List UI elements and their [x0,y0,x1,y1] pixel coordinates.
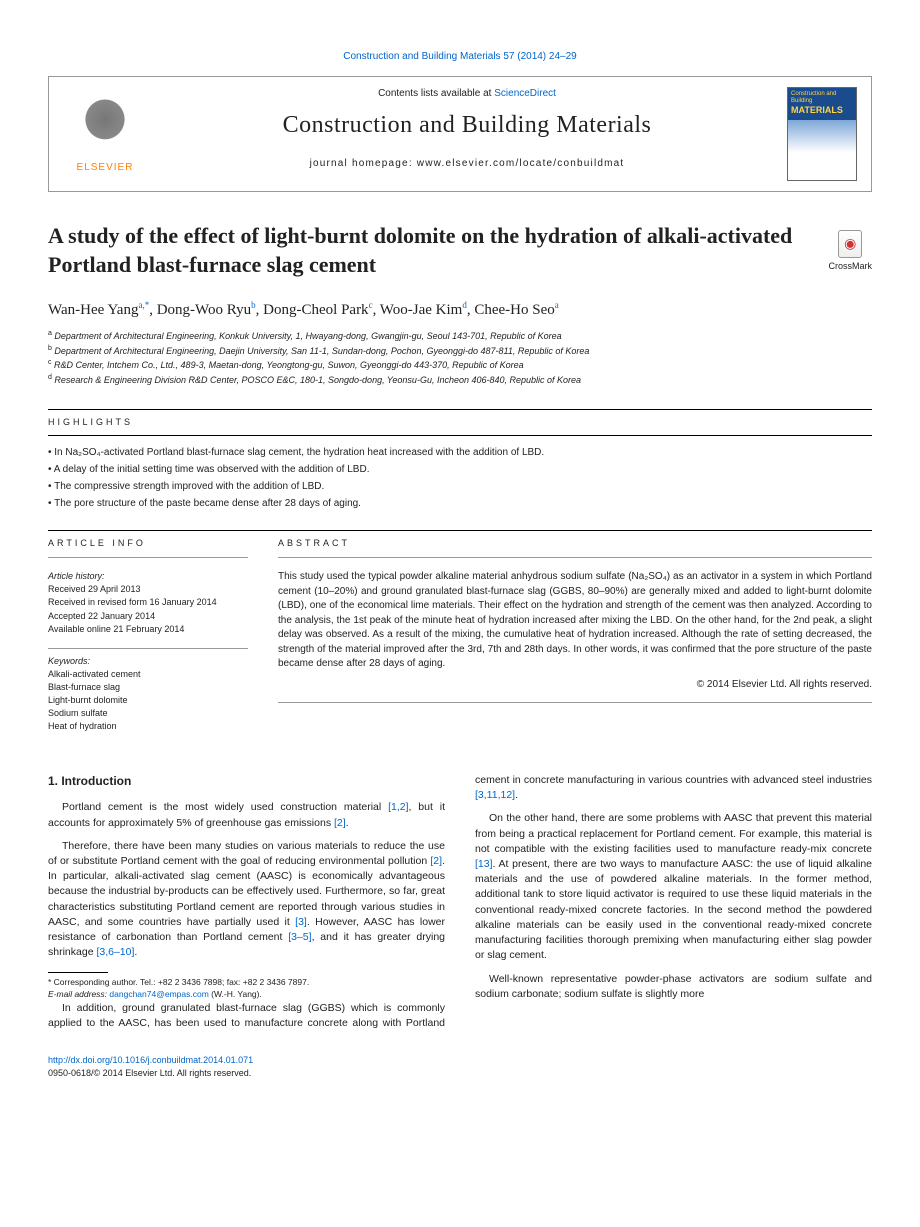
highlight-item: The pore structure of the paste became d… [48,495,872,512]
sciencedirect-link[interactable]: ScienceDirect [494,88,556,99]
ref-link[interactable]: [1,2] [388,801,408,813]
ref-link[interactable]: [3–5] [288,931,311,943]
crossmark-badge[interactable]: ◉ CrossMark [828,222,872,273]
article-info-label: ARTICLE INFO [48,537,248,550]
author-email-link[interactable]: dangchan74@empas.com [109,989,208,999]
crossmark-icon: ◉ [844,234,856,254]
doi-link[interactable]: http://dx.doi.org/10.1016/j.conbuildmat.… [48,1055,253,1065]
elsevier-brand: ELSEVIER [77,161,134,175]
contents-prefix: Contents lists available at [378,88,494,99]
journal-homepage: journal homepage: www.elsevier.com/locat… [161,157,773,171]
keyword-item: Blast-furnace slag [48,681,248,694]
p3b: . [515,789,518,801]
history-received: Received 29 April 2013 [48,583,248,596]
intro-heading: 1. Introduction [48,773,445,790]
highlights-label: HIGHLIGHTS [48,416,872,429]
article-title: A study of the effect of light-burnt dol… [48,222,814,279]
cover-subtitle: Construction and Building [791,91,856,104]
elsevier-tree-icon [66,87,144,159]
email-label: E-mail address: [48,989,109,999]
keywords-label: Keywords: [48,655,248,668]
p2e: . [134,946,137,958]
p2a: Therefore, there have been many studies … [48,840,445,867]
keyword-item: Alkali-activated cement [48,668,248,681]
keyword-item: Sodium sulfate [48,707,248,720]
page-footer: http://dx.doi.org/10.1016/j.conbuildmat.… [48,1054,872,1081]
journal-name: Construction and Building Materials [161,109,773,143]
ref-link[interactable]: [3,11,12] [475,789,515,801]
journal-reference: Construction and Building Materials 57 (… [48,50,872,64]
highlights-block: In Na₂SO₄-activated Portland blast-furna… [48,444,872,512]
history-revised: Received in revised form 16 January 2014 [48,596,248,609]
history-label: Article history: [48,570,248,583]
crossmark-label: CrossMark [828,260,872,273]
cover-title: MATERIALS [791,104,843,117]
issn-line: 0950-0618/© 2014 Elsevier Ltd. All right… [48,1068,251,1078]
ref-link[interactable]: [2] [430,855,442,867]
p5: Well-known representative powder-phase a… [475,973,872,1000]
authors-list: Wan-Hee Yanga,*, Dong-Woo Ryub, Dong-Che… [48,299,872,321]
copyright-line: © 2014 Elsevier Ltd. All rights reserved… [278,678,872,693]
elsevier-logo: ELSEVIER [63,87,147,181]
footnotes: * Corresponding author. Tel.: +82 2 3436… [48,977,445,1001]
p4a: On the other hand, there are some proble… [475,812,872,854]
p4b: . At present, there are two ways to manu… [475,858,872,961]
keyword-item: Heat of hydration [48,720,248,733]
highlight-item: The compressive strength improved with t… [48,478,872,495]
article-info-block: Article history: Received 29 April 2013 … [48,570,248,745]
p1a: Portland cement is the most widely used … [62,801,388,813]
keyword-item: Light-burnt dolomite [48,694,248,707]
article-body: 1. Introduction Portland cement is the m… [48,773,872,1032]
p1c: . [346,817,349,829]
abstract-text: This study used the typical powder alkal… [278,570,872,672]
history-accepted: Accepted 22 January 2014 [48,610,248,623]
abstract-block: This study used the typical powder alkal… [278,570,872,745]
journal-header: ELSEVIER Contents lists available at Sci… [48,76,872,192]
corresponding-author: * Corresponding author. Tel.: +82 2 3436… [48,977,445,989]
history-online: Available online 21 February 2014 [48,623,248,636]
journal-cover-thumbnail: Construction and Building MATERIALS [787,87,857,181]
ref-link[interactable]: [3] [295,916,307,928]
highlight-item: In Na₂SO₄-activated Portland blast-furna… [48,444,872,461]
ref-link[interactable]: [2] [334,817,346,829]
affiliations: a Department of Architectural Engineerin… [48,329,872,387]
ref-link[interactable]: [13] [475,858,493,870]
email-suffix: (W.-H. Yang). [209,989,262,999]
contents-line: Contents lists available at ScienceDirec… [161,87,773,101]
highlight-item: A delay of the initial setting time was … [48,461,872,478]
ref-link[interactable]: [3,6–10] [96,946,134,958]
abstract-label: ABSTRACT [278,537,872,550]
